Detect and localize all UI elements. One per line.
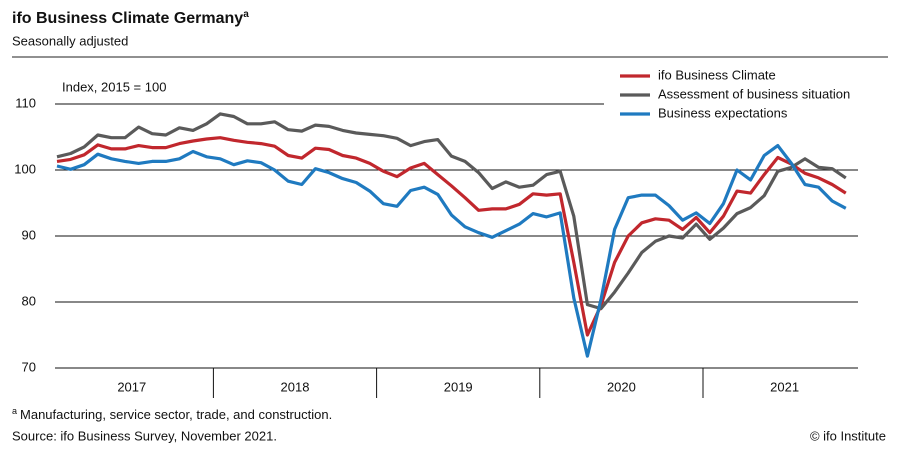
footnote: a Manufacturing, service sector, trade, a… xyxy=(12,406,332,422)
source: Source: ifo Business Survey, November 20… xyxy=(12,428,277,443)
series-line xyxy=(56,144,847,358)
y-tick-label: 110 xyxy=(15,95,36,110)
credit: © ifo Institute xyxy=(810,428,886,443)
x-tick-label: 2020 xyxy=(607,379,636,394)
lines xyxy=(56,112,847,358)
series-line xyxy=(56,112,847,311)
y-axis-label: Index, 2015 = 100 xyxy=(62,79,166,94)
y-tick-label: 70 xyxy=(22,359,36,374)
grid: 70 80 90 100 110 2017 2018 2019 2020 2021 xyxy=(14,95,858,398)
y-tick-label: 90 xyxy=(22,227,36,242)
legend-label: Business expectations xyxy=(658,105,788,120)
x-tick-label: 2017 xyxy=(117,379,146,394)
legend-box xyxy=(604,64,890,126)
y-tick-label: 100 xyxy=(14,161,36,176)
series-line xyxy=(56,136,847,337)
legend-label: ifo Business Climate xyxy=(658,67,776,82)
legend: ifo Business Climate Assessment of busine… xyxy=(604,64,890,126)
footnote-text: Manufacturing, service sector, trade, an… xyxy=(20,407,332,422)
chart-title: ifo Business Climate Germanya xyxy=(12,9,249,28)
title-note: a xyxy=(243,9,249,20)
x-tick-label: 2018 xyxy=(281,379,310,394)
footnote-marker: a xyxy=(12,406,17,416)
title-text: ifo Business Climate Germany xyxy=(12,10,243,27)
y-tick-label: 80 xyxy=(22,293,36,308)
x-tick-label: 2019 xyxy=(444,379,473,394)
legend-label: Assessment of business situation xyxy=(658,86,850,101)
subtitle: Seasonally adjusted xyxy=(12,33,128,48)
x-tick-label: 2021 xyxy=(770,379,799,394)
